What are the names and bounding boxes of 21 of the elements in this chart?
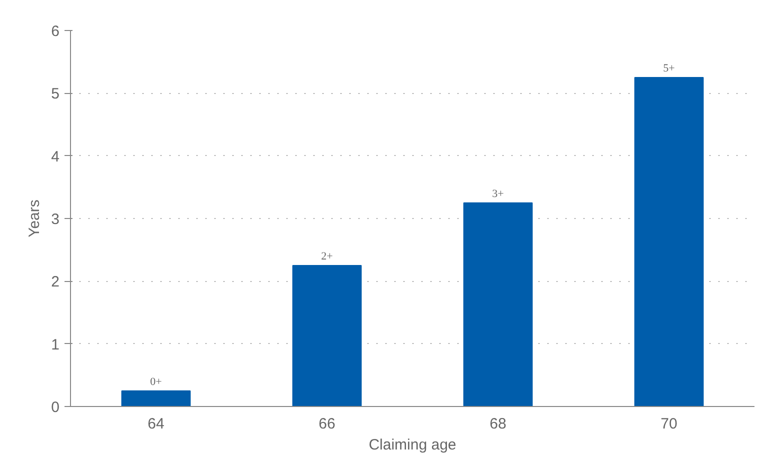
y-tick-label: 6 xyxy=(51,23,60,40)
data-label: 2+ xyxy=(321,250,333,262)
bar xyxy=(634,77,704,406)
y-tick-label: 0 xyxy=(51,399,60,416)
data-label: 0+ xyxy=(150,376,162,388)
bar xyxy=(463,202,533,406)
y-tick-label: 3 xyxy=(51,211,60,228)
x-tick-label: 68 xyxy=(490,416,506,432)
data-label: 3+ xyxy=(492,188,504,200)
y-tick-label: 4 xyxy=(51,148,60,166)
x-tick-label: 70 xyxy=(660,416,678,432)
y-tick-label: 2 xyxy=(51,274,60,291)
x-tick-label: 66 xyxy=(318,416,336,432)
y-tick-label: 5 xyxy=(51,86,60,103)
y-axis-title: Years xyxy=(26,200,44,238)
x-axis-title: Claiming age xyxy=(368,436,456,454)
bar xyxy=(292,265,362,406)
bar xyxy=(121,390,191,406)
y-tick-label: 1 xyxy=(51,336,60,354)
x-tick-label: 64 xyxy=(148,416,164,432)
data-label: 5+ xyxy=(663,62,675,74)
